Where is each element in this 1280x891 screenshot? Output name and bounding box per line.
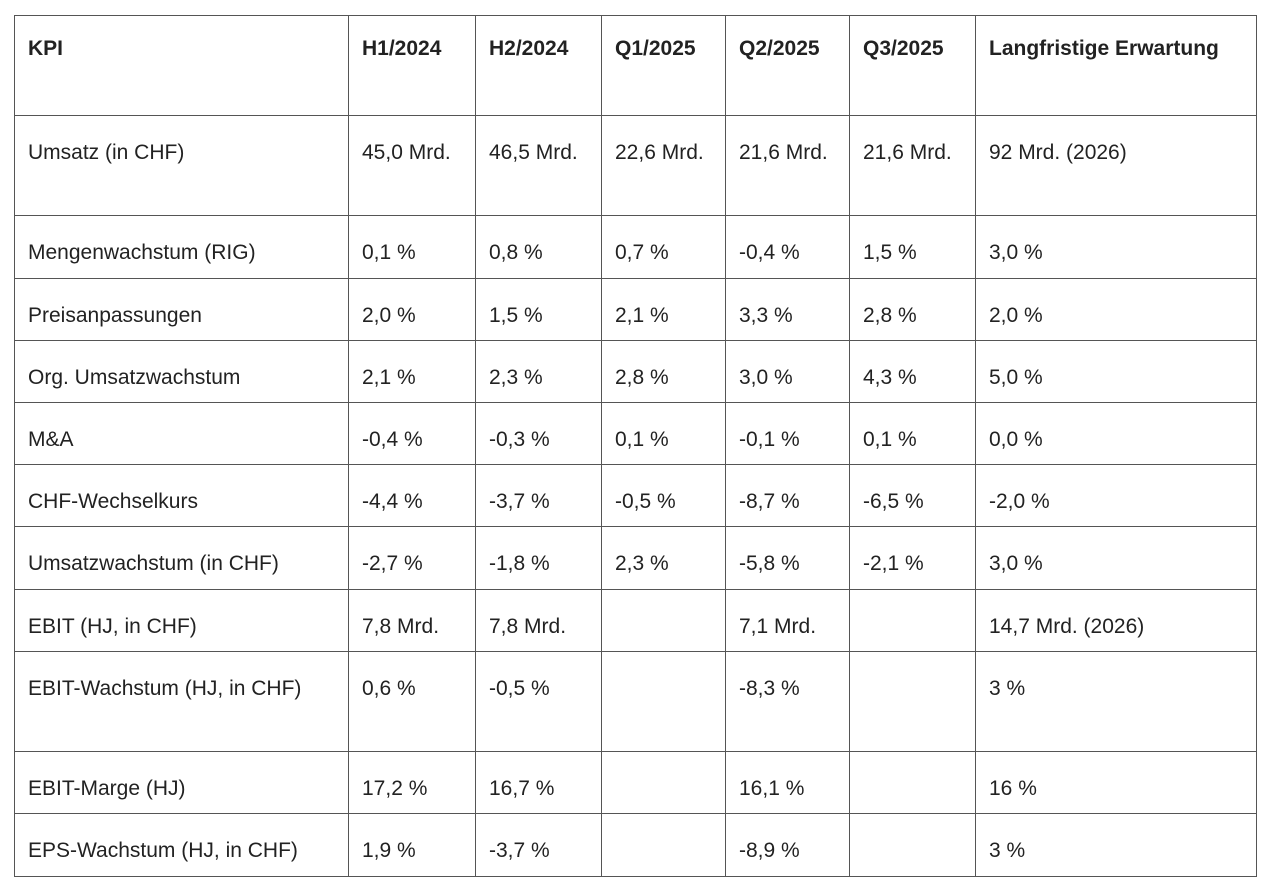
data-cell: 2,8 % [601,340,726,403]
data-cell: -0,5 % [475,651,602,752]
row-label: EPS-Wachstum (HJ, in CHF) [14,813,349,877]
row-label: Mengenwachstum (RIG) [14,215,349,279]
data-cell: 3 % [975,651,1257,752]
data-cell: -3,7 % [475,813,602,877]
data-cell: 2,3 % [475,340,602,403]
data-cell: 7,1 Mrd. [725,589,850,652]
data-cell: -8,9 % [725,813,850,877]
table-row: Umsatz (in CHF) 45,0 Mrd. 46,5 Mrd. 22,6 Mr… [14,115,1257,216]
data-cell: 2,1 % [348,340,476,403]
table-row: Preisanpassungen 2,0 % 1,5 % 2,1 % 3,3 % 2,8 … [14,278,1257,341]
row-label: EBIT (HJ, in CHF) [14,589,349,652]
table-row: Umsatzwachstum (in CHF) -2,7 % -1,8 % 2,3 %… [14,526,1257,590]
data-cell: 7,8 Mrd. [475,589,602,652]
data-cell [849,751,976,814]
header-cell: KPI [14,15,349,116]
data-cell: -2,1 % [849,526,976,590]
data-cell: -4,4 % [348,464,476,527]
data-cell: -5,8 % [725,526,850,590]
data-cell: 1,5 % [849,215,976,279]
data-cell: 3,0 % [975,526,1257,590]
data-cell: 45,0 Mrd. [348,115,476,216]
data-cell: 0,7 % [601,215,726,279]
data-cell: 0,6 % [348,651,476,752]
data-cell: 2,0 % [975,278,1257,341]
data-cell: -0,1 % [725,402,850,465]
table-row: EPS-Wachstum (HJ, in CHF) 1,9 % -3,7 % -8,9… [14,813,1257,877]
table-row: EBIT-Marge (HJ) 17,2 % 16,7 % 16,1 % 16 % [14,751,1257,814]
header-cell: Q3/2025 [849,15,976,116]
table-row: EBIT-Wachstum (HJ, in CHF) 0,6 % -0,5 % -8,… [14,651,1257,752]
data-cell: 3,3 % [725,278,850,341]
data-cell: 16 % [975,751,1257,814]
data-cell: 92 Mrd. (2026) [975,115,1257,216]
data-cell: 2,8 % [849,278,976,341]
data-cell: 46,5 Mrd. [475,115,602,216]
data-cell [849,589,976,652]
header-cell: Langfristige Erwartung [975,15,1257,116]
row-label: EBIT-Wachstum (HJ, in CHF) [14,651,349,752]
data-cell [601,751,726,814]
data-cell: 16,1 % [725,751,850,814]
header-cell: Q2/2025 [725,15,850,116]
row-label: Umsatzwachstum (in CHF) [14,526,349,590]
header-cell: Q1/2025 [601,15,726,116]
row-label: EBIT-Marge (HJ) [14,751,349,814]
data-cell: 21,6 Mrd. [849,115,976,216]
table-row: Org. Umsatzwachstum 2,1 % 2,3 % 2,8 % 3,0 % 4… [14,340,1257,403]
data-cell [849,813,976,877]
kpi-table: KPI H1/2024 H2/2024 Q1/2025 Q2/2025 Q3/2025 La… [14,15,1257,877]
table-row: Mengenwachstum (RIG) 0,1 % 0,8 % 0,7 % -0,4 … [14,215,1257,279]
data-cell: -1,8 % [475,526,602,590]
data-cell: 0,8 % [475,215,602,279]
data-cell: -2,7 % [348,526,476,590]
data-cell: 2,0 % [348,278,476,341]
table-row: M&A -0,4 % -0,3 % 0,1 % -0,1 % 0,1 % 0,0 % [14,402,1257,465]
row-label: Preisanpassungen [14,278,349,341]
data-cell: 3 % [975,813,1257,877]
data-cell: 22,6 Mrd. [601,115,726,216]
data-cell [601,813,726,877]
row-label: Umsatz (in CHF) [14,115,349,216]
data-cell: 0,1 % [348,215,476,279]
data-cell: 16,7 % [475,751,602,814]
table-row: EBIT (HJ, in CHF) 7,8 Mrd. 7,8 Mrd. 7,1 Mrd… [14,589,1257,652]
data-cell: 4,3 % [849,340,976,403]
data-cell: 0,1 % [849,402,976,465]
header-cell: H2/2024 [475,15,602,116]
data-cell: 17,2 % [348,751,476,814]
data-cell: 0,0 % [975,402,1257,465]
data-cell: 21,6 Mrd. [725,115,850,216]
data-cell: 3,0 % [975,215,1257,279]
data-cell: -2,0 % [975,464,1257,527]
data-cell: 2,1 % [601,278,726,341]
data-cell: -8,3 % [725,651,850,752]
data-cell: 3,0 % [725,340,850,403]
data-cell: 1,9 % [348,813,476,877]
data-cell: -8,7 % [725,464,850,527]
table-row: CHF-Wechselkurs -4,4 % -3,7 % -0,5 % -8,7 % -… [14,464,1257,527]
header-row: KPI H1/2024 H2/2024 Q1/2025 Q2/2025 Q3/2025 La… [14,15,1257,116]
row-label: CHF-Wechselkurs [14,464,349,527]
data-cell: -0,3 % [475,402,602,465]
data-cell [601,589,726,652]
row-label: Org. Umsatzwachstum [14,340,349,403]
data-cell: -0,4 % [725,215,850,279]
data-cell: -3,7 % [475,464,602,527]
data-cell [601,651,726,752]
data-cell: 5,0 % [975,340,1257,403]
header-cell: H1/2024 [348,15,476,116]
data-cell: 2,3 % [601,526,726,590]
data-cell: 0,1 % [601,402,726,465]
data-cell: -0,4 % [348,402,476,465]
data-cell: 1,5 % [475,278,602,341]
row-label: M&A [14,402,349,465]
data-cell: 7,8 Mrd. [348,589,476,652]
data-cell: -6,5 % [849,464,976,527]
data-cell: 14,7 Mrd. (2026) [975,589,1257,652]
data-cell: -0,5 % [601,464,726,527]
data-cell [849,651,976,752]
